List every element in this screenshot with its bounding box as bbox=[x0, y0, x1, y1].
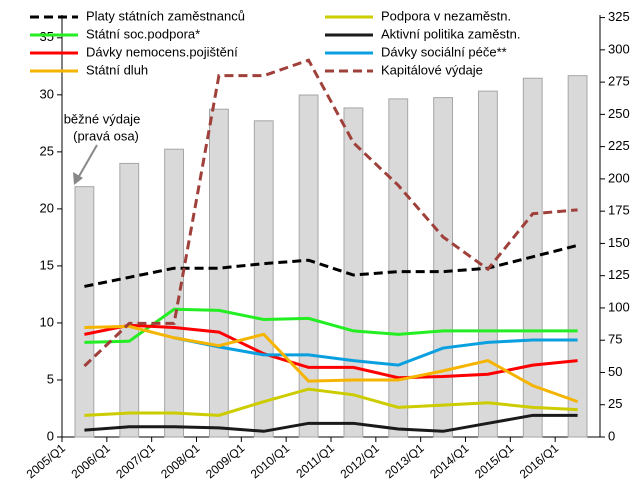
y2-tick-label: 125 bbox=[608, 267, 630, 282]
series-line bbox=[173, 336, 578, 367]
annotation-arrowhead bbox=[73, 172, 83, 185]
x-tick-label: 2010/Q1 bbox=[248, 441, 293, 482]
y-tick-label: 35 bbox=[40, 29, 54, 44]
y-tick-label: 0 bbox=[47, 428, 54, 443]
x-tick-label: 2016/Q1 bbox=[517, 441, 562, 482]
y2-tick-label: 325 bbox=[608, 9, 630, 24]
y2-tick-label: 225 bbox=[608, 138, 630, 153]
y-tick-label: 30 bbox=[40, 86, 54, 101]
annotation: (pravá osa) bbox=[73, 128, 139, 143]
bar bbox=[74, 186, 95, 438]
series-line bbox=[84, 307, 578, 344]
x-tick-label: 2008/Q1 bbox=[158, 441, 203, 482]
y2-tick-label: 75 bbox=[608, 332, 622, 347]
bar bbox=[343, 107, 364, 438]
legend-label: Státní soc.podpora* bbox=[86, 26, 200, 41]
y2-tick-label: 150 bbox=[608, 235, 630, 250]
series-line bbox=[84, 323, 578, 380]
x-tick-label: 2007/Q1 bbox=[113, 441, 158, 482]
x-tick-label: 2005/Q1 bbox=[24, 441, 69, 482]
legend-label: Dávky nemocens.pojištění bbox=[86, 44, 238, 59]
legend-label: Podpora v nezaměstn. bbox=[381, 8, 511, 23]
series-line bbox=[83, 58, 578, 368]
annotation: běžné výdaje bbox=[64, 111, 141, 126]
x-tick-label: 2009/Q1 bbox=[203, 441, 248, 482]
series-line bbox=[84, 243, 578, 288]
y-tick-label: 15 bbox=[40, 257, 54, 272]
bar bbox=[433, 97, 453, 438]
series-line bbox=[84, 387, 578, 417]
y-tick-label: 5 bbox=[47, 371, 54, 386]
bar bbox=[119, 162, 140, 438]
series-line bbox=[84, 413, 578, 433]
legend-label: Platy státních zaměstnanců bbox=[86, 8, 245, 23]
series-line bbox=[84, 324, 579, 404]
y-tick-label: 25 bbox=[40, 143, 54, 158]
bar bbox=[209, 108, 229, 438]
y-tick-label: 10 bbox=[40, 314, 54, 329]
legend-label: Státní dluh bbox=[86, 62, 148, 77]
y2-tick-label: 300 bbox=[608, 41, 630, 56]
legend-label: Aktivní politika zaměstn. bbox=[381, 26, 520, 41]
x-tick-label: 2015/Q1 bbox=[472, 441, 517, 482]
bar bbox=[298, 94, 319, 438]
y2-tick-label: 275 bbox=[608, 74, 630, 89]
bar bbox=[388, 98, 409, 438]
x-tick-label: 2014/Q1 bbox=[427, 441, 472, 482]
annotation-arrow bbox=[77, 144, 98, 179]
y2-tick-label: 50 bbox=[608, 364, 622, 379]
x-tick-label: 2013/Q1 bbox=[382, 441, 427, 482]
legend-label: Kapitálové výdaje bbox=[381, 62, 483, 77]
x-tick-label: 2012/Q1 bbox=[338, 441, 383, 482]
y2-tick-label: 100 bbox=[608, 299, 630, 314]
y2-tick-label: 25 bbox=[608, 396, 622, 411]
y2-tick-label: 200 bbox=[608, 170, 630, 185]
bar bbox=[164, 148, 184, 438]
y2-tick-label: 250 bbox=[608, 106, 630, 121]
bar bbox=[253, 120, 274, 438]
y-tick-label: 20 bbox=[40, 200, 54, 215]
y2-tick-label: 0 bbox=[608, 428, 615, 443]
x-tick-label: 2011/Q1 bbox=[293, 441, 337, 481]
bar bbox=[567, 75, 588, 438]
x-tick-label: 2006/Q1 bbox=[69, 441, 114, 482]
legend-label: Dávky sociální péče** bbox=[381, 44, 507, 59]
y2-tick-label: 175 bbox=[608, 203, 630, 218]
